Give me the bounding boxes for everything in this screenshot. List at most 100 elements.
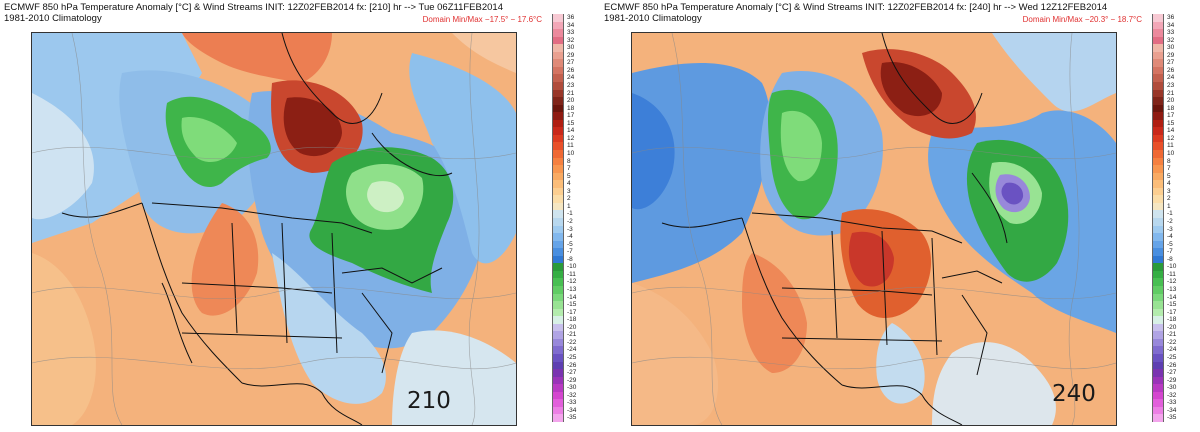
colorbar-swatch — [552, 323, 564, 332]
colorbar-label: 18 — [1167, 104, 1175, 112]
colorbar-swatch — [1152, 263, 1164, 272]
colorbar-label: -25 — [567, 354, 577, 361]
colorbar-label: -18 — [1167, 316, 1177, 324]
colorbar-label: -25 — [1167, 354, 1177, 361]
colorbar-swatch — [1152, 165, 1164, 174]
colorbar-label: 27 — [1167, 59, 1175, 67]
colorbar-label: 33 — [567, 29, 575, 37]
colorbar-swatch — [552, 21, 564, 30]
colorbar-swatch — [552, 59, 564, 68]
colorbar-swatch — [1152, 384, 1164, 393]
colorbar-label: 14 — [1167, 127, 1175, 135]
colorbar-swatch — [1152, 59, 1164, 68]
colorbar-swatch — [552, 240, 564, 249]
colorbar-label: -5 — [567, 240, 573, 248]
colorbar-swatch — [552, 157, 564, 166]
colorbar-swatch — [552, 361, 564, 370]
map-title: ECMWF 850 hPa Temperature Anomaly [°C] &… — [604, 2, 1108, 13]
colorbar-swatch — [1152, 74, 1164, 83]
colorbar-label: 30 — [1167, 44, 1175, 52]
colorbar-swatch — [1152, 270, 1164, 279]
colorbar-swatch — [1152, 346, 1164, 355]
colorbar-label: -24 — [1167, 346, 1177, 354]
colorbar-swatch — [1152, 104, 1164, 113]
colorbar-label: -7 — [1167, 248, 1173, 256]
colorbar-swatch — [1152, 286, 1164, 295]
colorbar-label: -35 — [567, 414, 577, 422]
colorbar-label: 20 — [1167, 97, 1175, 105]
colorbar-label: 2 — [567, 195, 571, 203]
colorbar-swatch — [552, 112, 564, 121]
colorbar-label: -4 — [567, 233, 573, 241]
colorbar-label: -24 — [567, 346, 577, 354]
colorbar-label: 30 — [567, 44, 575, 52]
colorbar-label: -32 — [1167, 391, 1177, 399]
colorbar-swatch — [1152, 316, 1164, 325]
colorbar-label: 32 — [567, 36, 575, 44]
colorbar-label: -8 — [567, 255, 573, 263]
colorbar-label: -17 — [567, 308, 577, 316]
colorbar-label: -11 — [567, 270, 576, 278]
colorbar-label: 34 — [1167, 21, 1175, 29]
colorbar-swatch — [552, 391, 564, 400]
colorbar-label: -2 — [1167, 218, 1173, 225]
colorbar-label: 34 — [567, 21, 575, 29]
colorbar-swatch — [1152, 89, 1164, 98]
colorbar-label: 1 — [1167, 202, 1171, 210]
anomaly-map-graphic — [32, 33, 516, 425]
colorbar-label: 23 — [567, 82, 575, 89]
colorbar-swatch — [552, 172, 564, 181]
colorbar-swatch — [1152, 338, 1164, 347]
colorbar-swatch — [1152, 127, 1164, 136]
anomaly-map — [31, 32, 517, 426]
colorbar-label: 5 — [567, 172, 571, 180]
colorbar-swatch — [552, 225, 564, 234]
colorbar-swatch — [552, 331, 564, 340]
colorbar-label: 1 — [567, 202, 571, 210]
colorbar-swatch — [1152, 44, 1164, 53]
domain-minmax: Domain Min/Max −17.5° − 17.6°C — [422, 15, 542, 24]
colorbar-swatch — [1152, 301, 1164, 310]
colorbar-label: -11 — [1167, 270, 1176, 278]
colorbar-swatch — [552, 202, 564, 211]
colorbar-label: 11 — [567, 142, 574, 150]
colorbar-label: 2 — [1167, 195, 1171, 203]
colorbar-swatch — [552, 414, 564, 423]
colorbar-label: -15 — [1167, 301, 1177, 309]
colorbar-label: 4 — [567, 180, 571, 188]
colorbar-label: 32 — [1167, 36, 1175, 44]
colorbar-label: -20 — [567, 323, 577, 331]
colorbar-label: -27 — [567, 369, 577, 377]
colorbar-swatch — [552, 180, 564, 189]
colorbar-label: -15 — [567, 301, 577, 309]
colorbar-swatch — [1152, 248, 1164, 257]
domain-minmax: Domain Min/Max −20.3° − 18.7°C — [1022, 15, 1142, 24]
colorbar-swatch — [1152, 187, 1164, 196]
colorbar-label: 15 — [567, 119, 575, 127]
colorbar-swatch — [552, 218, 564, 227]
colorbar-label: 21 — [1167, 89, 1175, 97]
colorbar-label: -22 — [1167, 338, 1177, 346]
colorbar-label: -13 — [567, 286, 577, 293]
colorbar-swatch — [1152, 293, 1164, 302]
colorbar-swatch — [552, 338, 564, 347]
colorbar-label: 14 — [567, 127, 575, 135]
colorbar-label: -2 — [567, 218, 573, 225]
colorbar-label: -14 — [1167, 293, 1177, 301]
colorbar-label: -32 — [567, 391, 577, 399]
colorbar-label: 5 — [1167, 172, 1171, 180]
map-subtitle: 1981-2010 Climatology — [4, 13, 102, 24]
colorbar-swatch — [552, 384, 564, 393]
colorbar-swatch — [552, 187, 564, 196]
colorbar-swatch — [552, 376, 564, 385]
colorbar-swatch — [552, 278, 564, 287]
colorbar-label: 8 — [1167, 157, 1171, 165]
colorbar-swatch — [552, 150, 564, 159]
colorbar-swatch — [552, 29, 564, 38]
colorbar-label: 12 — [1167, 134, 1175, 142]
colorbar-swatch — [552, 142, 564, 151]
colorbar-label: -4 — [1167, 233, 1173, 241]
colorbar-swatch — [1152, 119, 1164, 128]
colorbar-swatch — [1152, 255, 1164, 264]
colorbar-swatch — [1152, 399, 1164, 408]
